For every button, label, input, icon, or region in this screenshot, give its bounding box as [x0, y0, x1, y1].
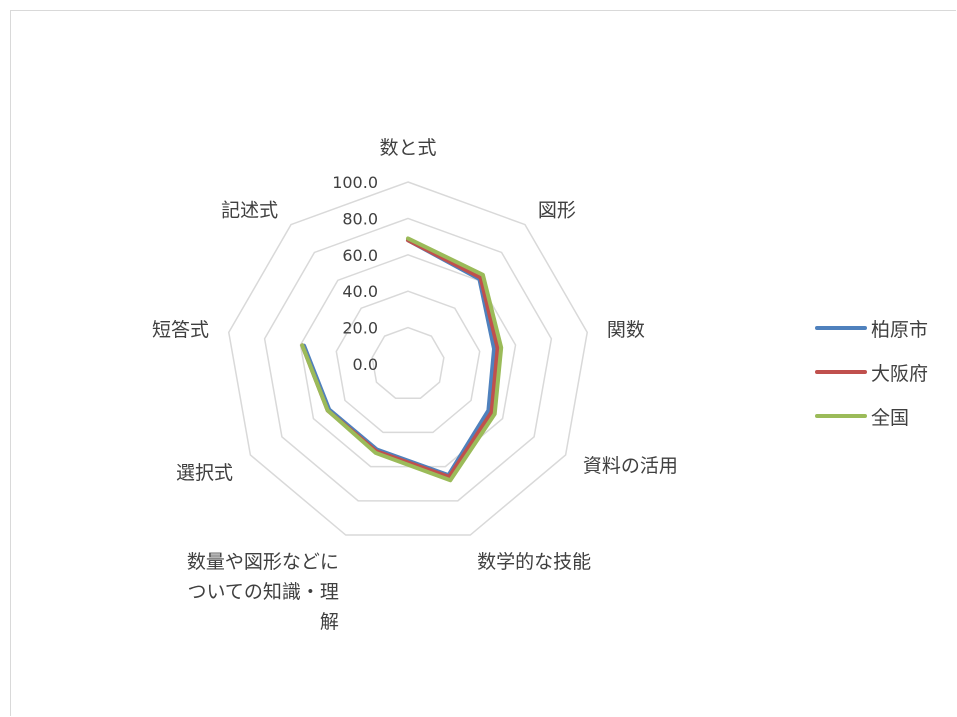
legend-item-kashiwara: 柏原市	[815, 306, 928, 350]
category-label: 選択式	[176, 462, 233, 484]
legend-item-national: 全国	[815, 394, 928, 438]
radial-tick-label: 80.0	[342, 209, 378, 228]
radial-tick-label: 20.0	[342, 319, 378, 338]
radial-tick-label: 100.0	[332, 173, 378, 192]
category-label: 短答式	[152, 319, 209, 341]
category-label: 数量や図形などについての知識・理解	[187, 551, 339, 633]
legend-swatch-kashiwara	[815, 326, 867, 330]
legend-item-osaka: 大阪府	[815, 350, 928, 394]
category-label: 数と式	[379, 137, 436, 159]
grid-ring	[371, 326, 445, 399]
legend-label-kashiwara: 柏原市	[871, 318, 929, 341]
radial-tick-label: 60.0	[342, 246, 378, 265]
legend-swatch-osaka	[815, 370, 867, 374]
category-label: 資料の活用	[583, 455, 678, 477]
category-label: 記述式	[221, 199, 278, 221]
legend-label-osaka: 大阪府	[871, 362, 929, 385]
legend-swatch-national	[815, 414, 867, 418]
grid-ring	[227, 181, 589, 536]
radial-tick-label: 0.0	[353, 355, 378, 374]
series-line-2	[300, 236, 504, 483]
legend: 柏原市 大阪府 全国	[815, 306, 928, 438]
category-label: 図形	[538, 199, 576, 221]
chart-frame	[10, 10, 956, 716]
category-label: 数学的な技能	[477, 551, 591, 573]
legend-label-national: 全国	[871, 406, 910, 429]
category-label: 関数	[607, 319, 645, 341]
radial-tick-label: 40.0	[342, 282, 378, 301]
grid-ring	[263, 217, 553, 502]
grid-ring	[335, 290, 481, 434]
